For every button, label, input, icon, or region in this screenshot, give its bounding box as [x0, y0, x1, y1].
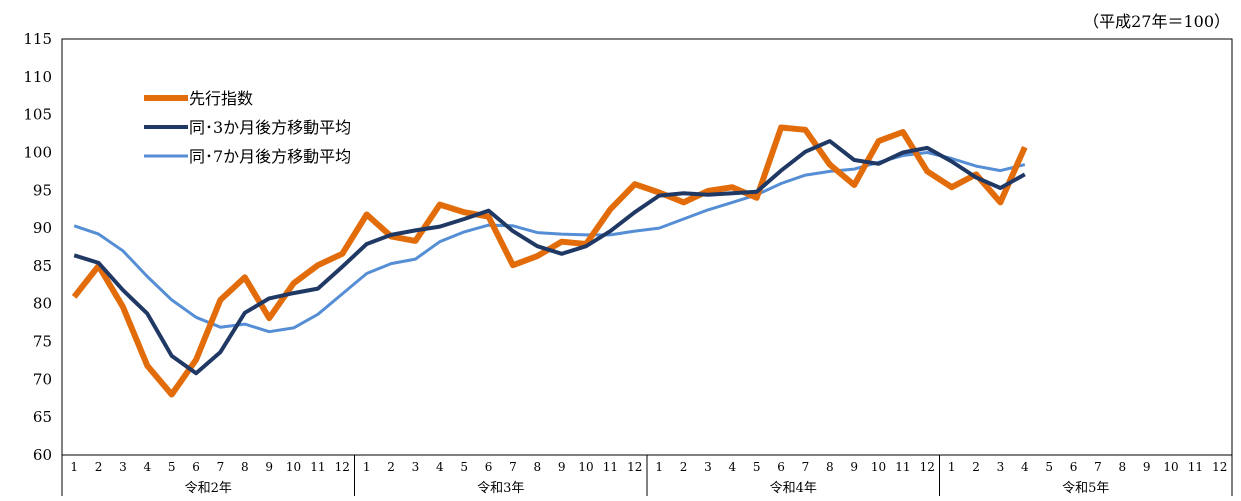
- y-tick-label: 105: [23, 106, 52, 124]
- x-month-label: 12: [335, 460, 350, 474]
- x-month-label: 12: [920, 460, 935, 474]
- x-month-label: 1: [655, 460, 663, 474]
- x-month-label: 6: [1070, 460, 1078, 474]
- x-month-label: 2: [387, 460, 395, 474]
- x-month-label: 2: [972, 460, 980, 474]
- x-year-label: 令和3年: [477, 481, 524, 496]
- y-tick-label: 70: [33, 370, 52, 388]
- x-month-label: 9: [1143, 460, 1151, 474]
- x-month-label: 4: [143, 460, 151, 474]
- x-month-label: 7: [802, 460, 810, 474]
- x-month-label: 11: [603, 460, 618, 474]
- x-month-label: 5: [753, 460, 761, 474]
- y-tick-label: 90: [33, 219, 52, 237]
- x-month-label: 1: [70, 460, 78, 474]
- x-month-label: 3: [997, 460, 1005, 474]
- x-month-label: 3: [704, 460, 712, 474]
- series-line: [73, 139, 1026, 376]
- x-month-label: 9: [265, 460, 273, 474]
- series-lines: [71, 124, 1028, 398]
- y-tick-label: 80: [33, 295, 52, 313]
- x-month-label: 8: [241, 460, 249, 474]
- base-year-note: （平成27年＝100）: [1083, 12, 1230, 31]
- x-month-label: 11: [310, 460, 325, 474]
- x-month-label: 4: [436, 460, 444, 474]
- x-year-label: 令和2年: [185, 481, 232, 496]
- x-month-label: 10: [871, 460, 886, 474]
- y-tick-label: 95: [33, 181, 52, 199]
- x-month-label: 3: [119, 460, 127, 474]
- y-tick-label: 115: [23, 30, 52, 48]
- y-tick-label: 110: [23, 68, 52, 86]
- x-month-label: 6: [485, 460, 493, 474]
- x-month-label: 10: [1163, 460, 1178, 474]
- x-year-label: 令和5年: [1062, 481, 1109, 496]
- legend-label: 同･7か月後方移動平均: [189, 147, 351, 166]
- x-month-label: 6: [777, 460, 785, 474]
- x-month-label: 5: [460, 460, 468, 474]
- x-month-label: 10: [578, 460, 593, 474]
- x-month-label: 11: [895, 460, 910, 474]
- x-month-label: 10: [286, 460, 301, 474]
- x-month-label: 7: [509, 460, 517, 474]
- x-month-label: 6: [192, 460, 200, 474]
- legend-label: 先行指数: [189, 89, 253, 108]
- x-month-label: 12: [1212, 460, 1227, 474]
- x-month-label: 8: [533, 460, 541, 474]
- x-month-label: 8: [826, 460, 834, 474]
- x-month-label: 2: [95, 460, 103, 474]
- x-month-label: 9: [558, 460, 566, 474]
- y-tick-label: 85: [33, 257, 52, 275]
- x-month-label: 7: [1094, 460, 1102, 474]
- x-month-label: 1: [363, 460, 371, 474]
- y-tick-label: 75: [33, 333, 52, 351]
- chart-axes: [61, 38, 1233, 496]
- x-month-label: 7: [217, 460, 225, 474]
- x-year-label: 令和4年: [770, 481, 817, 496]
- x-month-label: 12: [627, 460, 642, 474]
- y-tick-label: 100: [23, 143, 52, 161]
- legend-label: 同･3か月後方移動平均: [189, 118, 351, 137]
- x-month-label: 3: [412, 460, 420, 474]
- x-month-label: 5: [1045, 460, 1053, 474]
- x-month-label: 4: [728, 460, 736, 474]
- x-month-label: 9: [850, 460, 858, 474]
- x-month-label: 5: [168, 460, 176, 474]
- x-month-label: 4: [1021, 460, 1029, 474]
- x-month-label: 11: [1188, 460, 1203, 474]
- x-month-label: 1: [948, 460, 956, 474]
- x-month-label: 2: [680, 460, 688, 474]
- x-month-label: 8: [1118, 460, 1126, 474]
- y-tick-label: 65: [33, 408, 52, 426]
- y-tick-labels: 60 65 70 75 80 85 90 95 100 105 110 115: [23, 30, 52, 464]
- y-tick-label: 60: [33, 446, 52, 464]
